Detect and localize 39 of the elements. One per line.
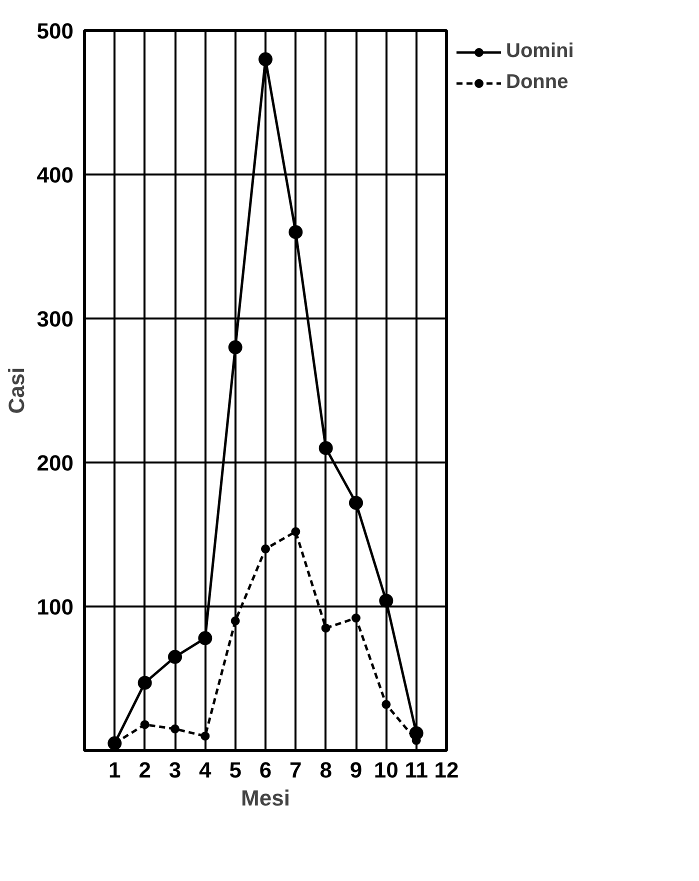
point — [258, 52, 272, 66]
x-tick-label: 4 — [199, 758, 212, 782]
point — [321, 624, 330, 633]
x-tick-label: 1 — [108, 758, 121, 782]
point — [261, 544, 270, 554]
x-tick-label: 8 — [320, 758, 332, 782]
point — [288, 225, 303, 240]
point — [168, 650, 182, 664]
point — [318, 441, 333, 456]
x-axis-title: Mesi — [241, 786, 290, 810]
x-tick-label: 5 — [229, 758, 242, 782]
point — [170, 724, 180, 734]
point — [291, 527, 300, 536]
point — [382, 700, 391, 709]
y-axis-title: Casi — [4, 367, 29, 414]
point — [379, 594, 394, 608]
y-tick-label: 100 — [36, 594, 74, 620]
point — [138, 676, 152, 690]
point — [352, 614, 360, 623]
x-tick-label: 10 — [374, 758, 398, 782]
x-tick-label: 12 — [434, 758, 459, 782]
legend-label: Donne — [506, 71, 568, 94]
legend-label: Uomini — [506, 40, 574, 63]
y-tick-label: 200 — [36, 450, 74, 476]
point — [228, 340, 242, 354]
y-tick-label: 500 — [36, 18, 74, 44]
point — [198, 631, 212, 646]
x-tick-label: 6 — [259, 758, 272, 782]
x-tick-label: 7 — [290, 758, 302, 782]
x-tick-label: 9 — [350, 758, 362, 782]
x-tick-label: 2 — [138, 758, 151, 782]
x-tick-label: 11 — [404, 758, 428, 782]
x-tick-label: 3 — [168, 758, 182, 782]
point — [349, 496, 363, 510]
y-tick-label: 300 — [36, 306, 74, 332]
point — [230, 616, 240, 626]
point — [200, 732, 210, 741]
point — [140, 720, 150, 730]
y-tick-label: 400 — [36, 162, 74, 188]
